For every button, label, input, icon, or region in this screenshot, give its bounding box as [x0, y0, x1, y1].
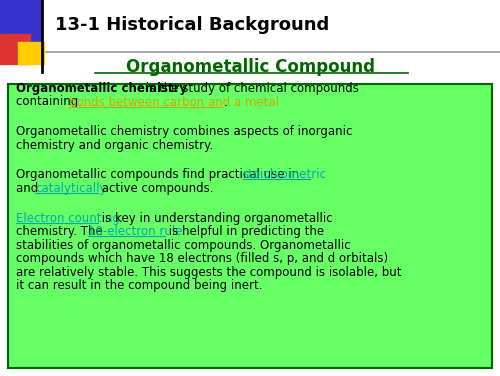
Text: Organometallic chemistry: Organometallic chemistry: [16, 82, 187, 95]
Text: Organometallic Compound: Organometallic Compound: [126, 58, 374, 76]
Text: stoichiometric: stoichiometric: [242, 168, 326, 181]
Bar: [18, 42, 44, 64]
Text: bonds between carbon and a metal: bonds between carbon and a metal: [69, 96, 279, 109]
Text: and: and: [16, 182, 42, 195]
Text: chemistry. The: chemistry. The: [16, 225, 106, 238]
Text: Electron counting: Electron counting: [16, 212, 120, 224]
FancyBboxPatch shape: [8, 84, 492, 368]
Text: 18-electron rule: 18-electron rule: [88, 225, 183, 238]
Text: compounds which have 18 electrons (filled s, p, and d orbitals): compounds which have 18 electrons (fille…: [16, 252, 388, 265]
Text: .: .: [224, 96, 227, 109]
Bar: [0, 0, 42, 42]
Text: chemistry and organic chemistry.: chemistry and organic chemistry.: [16, 139, 213, 152]
Text: is key in understanding organometallic: is key in understanding organometallic: [98, 212, 332, 224]
Text: catalytically: catalytically: [36, 182, 107, 195]
Bar: [0, 34, 30, 64]
Text: containing: containing: [16, 96, 82, 109]
Text: are relatively stable. This suggests the compound is isolable, but: are relatively stable. This suggests the…: [16, 265, 402, 279]
Text: active compounds.: active compounds.: [98, 182, 214, 195]
Text: is the study of chemical compounds: is the study of chemical compounds: [142, 82, 359, 95]
Text: Organometallic compounds find practical use in: Organometallic compounds find practical …: [16, 168, 303, 181]
Text: Organometallic chemistry combines aspects of inorganic: Organometallic chemistry combines aspect…: [16, 125, 352, 138]
Text: stabilities of organometallic compounds. Organometallic: stabilities of organometallic compounds.…: [16, 239, 350, 252]
Text: it can result in the compound being inert.: it can result in the compound being iner…: [16, 279, 262, 292]
Text: 13-1 Historical Background: 13-1 Historical Background: [55, 16, 329, 34]
Text: is helpful in predicting the: is helpful in predicting the: [166, 225, 324, 238]
